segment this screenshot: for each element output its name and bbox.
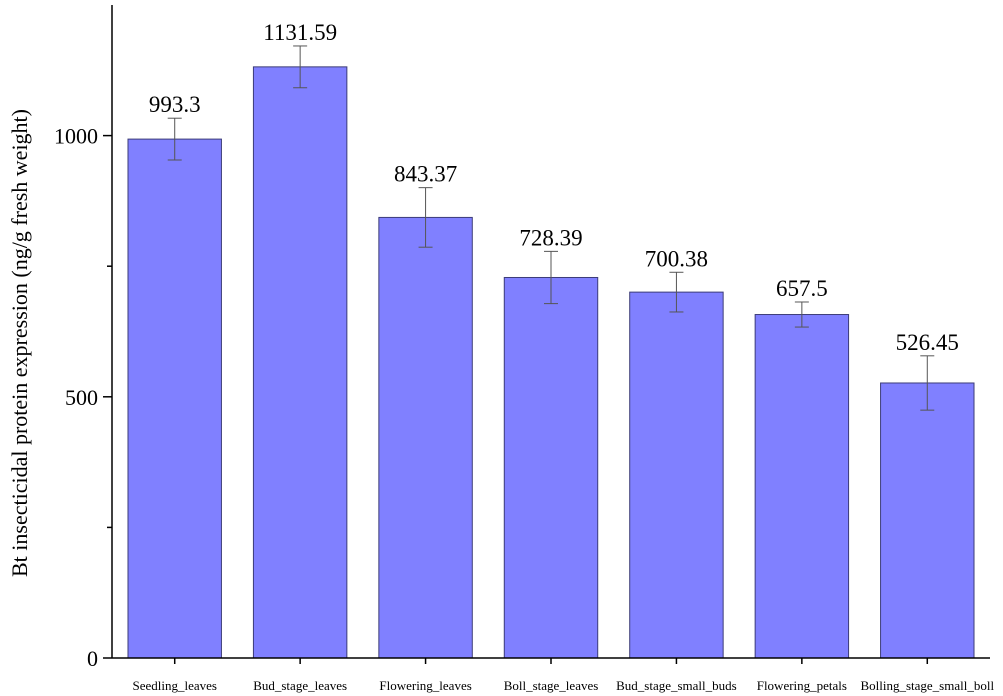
value-label: 526.45 <box>896 330 959 355</box>
value-label: 728.39 <box>519 225 582 250</box>
error-bar <box>544 250 558 305</box>
x-tick-label: Flowering_petals <box>757 678 847 693</box>
error-bar <box>920 355 935 411</box>
value-labels-group: 993.3 1131.59 843.37 728.39 700.38 657.5 526.4… <box>149 20 959 355</box>
y-tick-label: 0 <box>87 646 98 671</box>
value-label: 993.3 <box>149 92 201 117</box>
error-bar <box>669 271 684 313</box>
x-tick-label: Flowering_leaves <box>379 678 471 693</box>
bar-bud-stage-small-buds <box>629 291 724 659</box>
bar-seedling-leaves <box>127 138 222 659</box>
error-bar <box>293 45 308 89</box>
bar-bud-stage-leaves <box>252 66 348 659</box>
x-tick-label: Seedling_leaves <box>132 678 216 693</box>
error-bar <box>167 117 182 161</box>
y-tick-label: 1000 <box>54 124 98 149</box>
x-ticks-group: Seedling_leaves Bud_stage_leaves Flowering… <box>132 658 994 693</box>
error-bar <box>418 187 433 248</box>
value-label: 657.5 <box>776 276 828 301</box>
bars-group <box>127 66 975 659</box>
bar-flowering-petals <box>754 314 850 659</box>
x-tick-label: Boll_stage_leaves <box>504 678 599 693</box>
error-bars-group <box>167 45 935 411</box>
error-bar <box>794 301 809 328</box>
x-tick-label: Bolling_stage_small_boll <box>860 678 994 693</box>
y-axis-title: Bt insecticidal protein expression (ng/g… <box>7 109 32 577</box>
x-tick-label: Bud_stage_small_buds <box>616 678 737 693</box>
y-ticks-group: 0 500 1000 <box>54 124 112 671</box>
value-label: 1131.59 <box>263 20 337 45</box>
bar-bolling-stage-small-boll <box>880 382 975 659</box>
x-tick-label: Bud_stage_leaves <box>253 678 347 693</box>
value-label: 700.38 <box>645 246 708 271</box>
value-label: 843.37 <box>394 162 457 187</box>
y-tick-label: 500 <box>65 385 98 410</box>
bar-flowering-leaves <box>378 216 473 659</box>
bar-boll-stage-leaves <box>503 276 599 659</box>
